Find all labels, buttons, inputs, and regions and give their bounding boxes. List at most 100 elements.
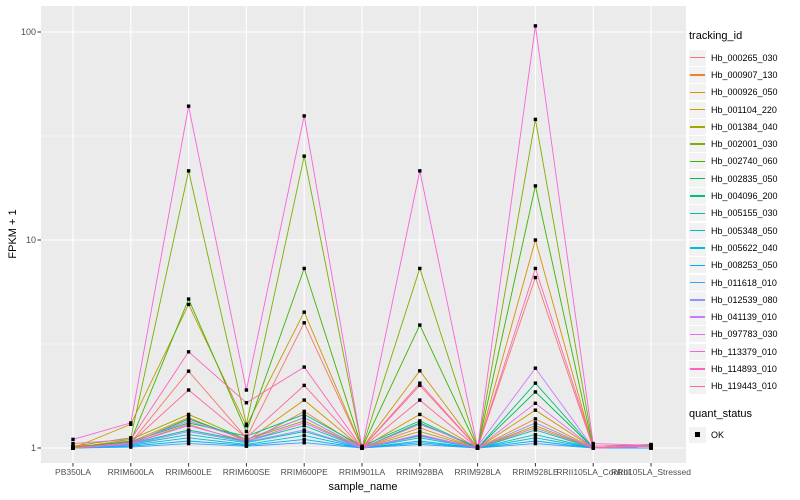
data-point-Hb_005622_040 xyxy=(302,433,306,438)
legend-key xyxy=(689,326,706,343)
legend-item-label: Hb_097783_030 xyxy=(711,329,778,340)
data-point-Hb_097783_030 xyxy=(533,401,538,406)
x-tick-label: RRIM600LE xyxy=(165,467,212,477)
data-point-Hb_000265_030 xyxy=(418,383,422,388)
data-point-Hb_005348_050 xyxy=(533,432,538,437)
legend-item-label: Hb_002835_050 xyxy=(711,173,778,184)
series-color-line-icon xyxy=(690,74,705,76)
x-tick-label: RRIM600PE xyxy=(280,467,328,477)
x-tick-label: RRIM600SE xyxy=(222,467,271,477)
data-point-Hb_002001_030 xyxy=(186,169,191,173)
data-point-Hb_000926_050 xyxy=(533,238,538,242)
data-point-Hb_004096_200 xyxy=(302,412,306,417)
legend: tracking_id Hb_000265_030 Hb_000907_130 Hb… xyxy=(689,30,799,443)
data-point-Hb_119443_010 xyxy=(418,398,422,402)
data-point-Hb_119443_010 xyxy=(533,426,538,430)
legend-key xyxy=(689,205,706,222)
data-point-Hb_001104_220 xyxy=(302,310,306,314)
legend-item-label: Hb_005622_040 xyxy=(711,242,778,253)
data-point-Hb_002001_030 xyxy=(418,266,422,271)
data-point-Hb_002740_060 xyxy=(244,429,249,434)
data-point-Hb_113379_010 xyxy=(533,24,538,28)
legend-key xyxy=(689,360,706,377)
data-point-Hb_041139_010 xyxy=(533,366,538,370)
legend-item-label: Hb_002740_060 xyxy=(711,156,778,167)
data-point-Hb_002740_060 xyxy=(418,323,422,327)
data-point-Hb_011618_010 xyxy=(302,441,306,445)
data-point-Hb_012539_080 xyxy=(186,429,191,434)
legend-item-label: Hb_012539_080 xyxy=(711,294,778,305)
legend-item-label: Hb_119443_010 xyxy=(711,381,777,392)
data-point-Hb_119443_010 xyxy=(244,436,249,440)
legend-item-Hb_041139_010: Hb_041139_010 xyxy=(689,308,799,326)
data-point-Hb_005155_030 xyxy=(302,424,306,428)
legend-key xyxy=(689,343,706,360)
legend-key xyxy=(689,101,706,118)
data-point-Hb_008253_050 xyxy=(186,439,191,443)
series-color-line-icon xyxy=(690,247,705,249)
panel-background xyxy=(41,6,686,463)
legend-item-label: Hb_000907_130 xyxy=(711,69,778,80)
data-point-Hb_004096_200 xyxy=(360,444,364,448)
data-point-Hb_001104_220 xyxy=(418,369,422,373)
data-point-Hb_097783_030 xyxy=(244,439,249,443)
legend-item-Hb_011618_010: Hb_011618_010 xyxy=(689,274,799,291)
x-tick-label: RRII105LA_Stressed xyxy=(611,467,691,477)
quant-ok-key xyxy=(689,426,706,443)
y-tick-label: 1 xyxy=(30,443,36,453)
legend-item-label: Hb_114893_010 xyxy=(711,363,777,374)
data-point-Hb_004096_200 xyxy=(533,381,538,385)
data-point-Hb_119443_010 xyxy=(591,446,595,450)
data-point-Hb_114893_010 xyxy=(533,266,538,271)
data-point-Hb_000926_050 xyxy=(302,398,306,402)
legend-key xyxy=(689,239,706,256)
data-point-Hb_000907_130 xyxy=(533,417,538,421)
data-point-Hb_001104_220 xyxy=(533,408,538,412)
data-point-Hb_000926_050 xyxy=(418,412,422,417)
legend-title-tracking-id: tracking_id xyxy=(689,30,743,42)
legend-key xyxy=(689,291,706,308)
legend-item-label: Hb_000265_030 xyxy=(711,52,778,63)
legend-item-Hb_002835_050: Hb_002835_050 xyxy=(689,170,799,187)
legend-item-Hb_001104_220: Hb_001104_220 xyxy=(689,101,799,118)
legend-item-Hb_001384_040: Hb_001384_040 xyxy=(689,118,799,135)
legend-key xyxy=(689,118,706,135)
data-point-Hb_113379_010 xyxy=(302,114,306,118)
x-axis-title: sample_name xyxy=(328,481,398,493)
data-point-Hb_011618_010 xyxy=(649,446,653,450)
data-point-Hb_002001_030 xyxy=(71,444,75,448)
data-point-Hb_002001_030 xyxy=(244,422,249,426)
legend-item-label: Hb_008253_050 xyxy=(711,260,778,271)
legend-item-label: Hb_000926_050 xyxy=(711,87,778,98)
legend-key xyxy=(689,257,706,274)
data-point-Hb_011618_010 xyxy=(533,441,538,446)
data-point-Hb_002740_060 xyxy=(533,184,538,188)
data-point-Hb_114893_010 xyxy=(591,444,595,448)
data-point-Hb_113379_010 xyxy=(591,441,595,446)
data-point-Hb_119443_010 xyxy=(360,446,364,450)
data-point-Hb_113379_010 xyxy=(71,437,75,442)
series-color-line-icon xyxy=(690,316,705,318)
data-point-Hb_097783_030 xyxy=(302,421,306,425)
x-tick-label: RRIM928LA xyxy=(454,467,501,477)
legend-key xyxy=(689,170,706,187)
data-point-Hb_008253_050 xyxy=(418,441,422,445)
y-axis-title: FPKM + 1 xyxy=(7,209,19,259)
series-color-line-icon xyxy=(690,91,705,93)
data-point-Hb_002001_030 xyxy=(533,117,538,122)
data-point-Hb_114893_010 xyxy=(129,437,133,442)
legend-item-label: Hb_113379_010 xyxy=(711,346,777,357)
data-point-Hb_011618_010 xyxy=(244,444,249,448)
series-color-line-icon xyxy=(690,229,705,232)
data-point-Hb_114893_010 xyxy=(71,441,75,446)
legend-items: Hb_000265_030 Hb_000907_130 Hb_000926_050 H… xyxy=(689,49,799,395)
legend-item-Hb_002001_030: Hb_002001_030 xyxy=(689,135,799,153)
filled-square-marker-icon xyxy=(695,432,700,437)
data-point-Hb_041139_010 xyxy=(302,415,306,420)
data-point-Hb_005622_040 xyxy=(533,436,538,440)
data-point-Hb_041139_010 xyxy=(475,444,480,448)
legend-key xyxy=(689,66,706,83)
legend-item-Hb_012539_080: Hb_012539_080 xyxy=(689,291,799,308)
series-color-line-icon xyxy=(690,143,705,145)
legend-item-Hb_004096_200: Hb_004096_200 xyxy=(689,187,799,205)
